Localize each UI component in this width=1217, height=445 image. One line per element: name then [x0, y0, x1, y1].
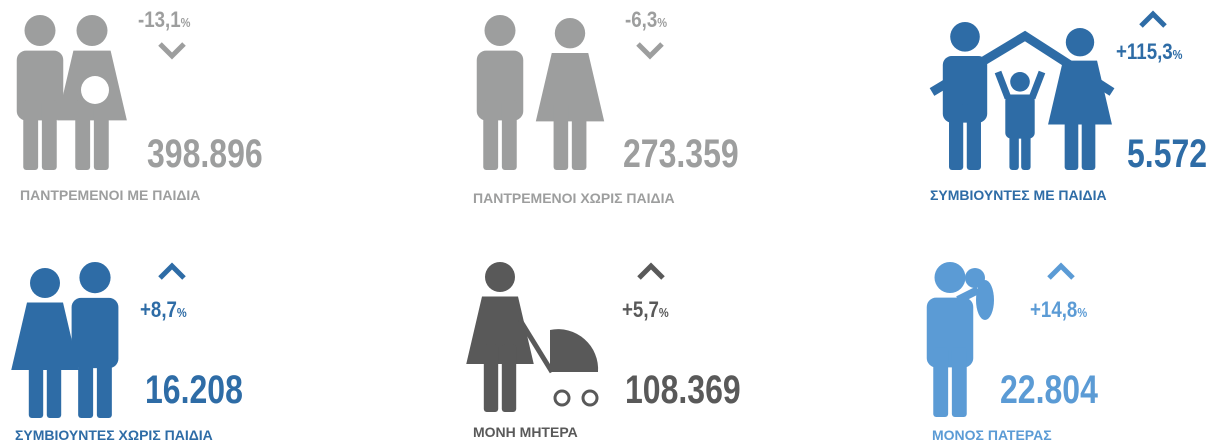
- icon: [926, 262, 994, 417]
- leg: [28, 350, 44, 418]
- stroller: [550, 329, 599, 372]
- leg: [951, 347, 967, 417]
- handle: [517, 318, 555, 374]
- arrow-down: [636, 42, 664, 60]
- change: +14,8%: [1030, 298, 1087, 325]
- change: +5,7%: [622, 298, 669, 325]
- value: 5.572: [1127, 132, 1208, 176]
- baby: [81, 76, 109, 104]
- leg: [483, 344, 499, 412]
- head: [1065, 28, 1095, 57]
- head: [484, 15, 516, 46]
- icon: [16, 15, 127, 170]
- label: ΣΥΜΒΙΟΥΝΤΕΣ ΜΕ ΠΑΙΔΙΑ: [930, 187, 1107, 203]
- leg: [933, 347, 949, 417]
- wheel: [553, 389, 571, 407]
- label: ΣΥΜΒΙΟΥΝΤΕΣ ΧΩΡΙΣ ΠΑΙΔΙΑ: [15, 427, 213, 443]
- leg: [1081, 106, 1096, 170]
- leg: [1021, 125, 1031, 170]
- leg: [966, 103, 981, 170]
- value: 398.896: [147, 132, 263, 176]
- dress: [1048, 60, 1112, 125]
- icon: [476, 15, 605, 170]
- leg: [41, 100, 57, 170]
- arrow-up: [1047, 262, 1075, 280]
- leg: [501, 344, 517, 412]
- dress: [11, 302, 79, 370]
- label: ΠΑΝΤΡΕΜΕΝΟΙ ΧΩΡΙΣ ΠΑΙΔΙΑ: [473, 190, 675, 206]
- change-unit: %: [180, 15, 191, 30]
- head: [79, 262, 111, 294]
- arrow-down: [158, 42, 186, 60]
- change-number: -6,3: [625, 7, 658, 32]
- value: 108.369: [625, 368, 741, 412]
- change-unit: %: [1077, 305, 1088, 320]
- head: [485, 262, 515, 292]
- change-number: +115,3: [1116, 39, 1173, 64]
- value: 22.804: [1000, 368, 1098, 412]
- dress: [466, 296, 534, 364]
- head: [554, 18, 586, 49]
- change-unit: %: [657, 15, 668, 30]
- arrow-up: [637, 262, 665, 280]
- change: -6,3%: [625, 8, 667, 35]
- label: ΠΑΝΤΡΕΜΕΝΟΙ ΜΕ ΠΑΙΔΙΑ: [20, 187, 201, 203]
- leg: [23, 100, 39, 170]
- leg: [1064, 106, 1079, 170]
- leg: [96, 347, 112, 418]
- change-number: +14,8: [1030, 297, 1078, 322]
- change-number: -13,1: [138, 7, 181, 32]
- head: [30, 268, 60, 298]
- leg: [1009, 125, 1019, 170]
- change: +115,3%: [1116, 40, 1183, 67]
- arm: [956, 286, 980, 304]
- arrow-up: [1139, 10, 1167, 28]
- dress: [535, 52, 605, 122]
- head: [934, 262, 966, 293]
- icon: [929, 22, 1115, 170]
- leg: [75, 100, 91, 170]
- wheel: [581, 389, 599, 407]
- leg: [93, 100, 109, 170]
- leg: [553, 101, 569, 170]
- leg: [501, 100, 517, 170]
- arm: [994, 70, 1012, 100]
- head: [24, 15, 56, 46]
- leg: [46, 350, 62, 418]
- head: [1010, 72, 1030, 92]
- change: -13,1%: [138, 8, 190, 35]
- change-number: +5,7: [622, 297, 659, 322]
- head: [76, 15, 108, 46]
- baby: [976, 280, 994, 320]
- arrow-up: [158, 262, 186, 280]
- change: +8,7%: [140, 298, 187, 325]
- change-unit: %: [176, 305, 187, 320]
- icon: [11, 262, 119, 418]
- head: [950, 22, 980, 52]
- arm: [1028, 70, 1046, 100]
- leg: [78, 347, 94, 418]
- leg: [483, 100, 499, 170]
- leg: [949, 103, 964, 170]
- icon: [466, 262, 599, 412]
- leg: [571, 101, 587, 170]
- label: ΜΟΝΗ ΜΗΤΕΡΑ: [473, 424, 578, 440]
- change-unit: %: [1172, 47, 1183, 62]
- baby-head: [965, 268, 985, 288]
- label: ΜΟΝΟΣ ΠΑΤΕΡΑΣ: [932, 427, 1052, 443]
- value: 273.359: [623, 132, 739, 176]
- change-number: +8,7: [140, 297, 177, 322]
- change-unit: %: [658, 305, 669, 320]
- value: 16.208: [145, 368, 243, 412]
